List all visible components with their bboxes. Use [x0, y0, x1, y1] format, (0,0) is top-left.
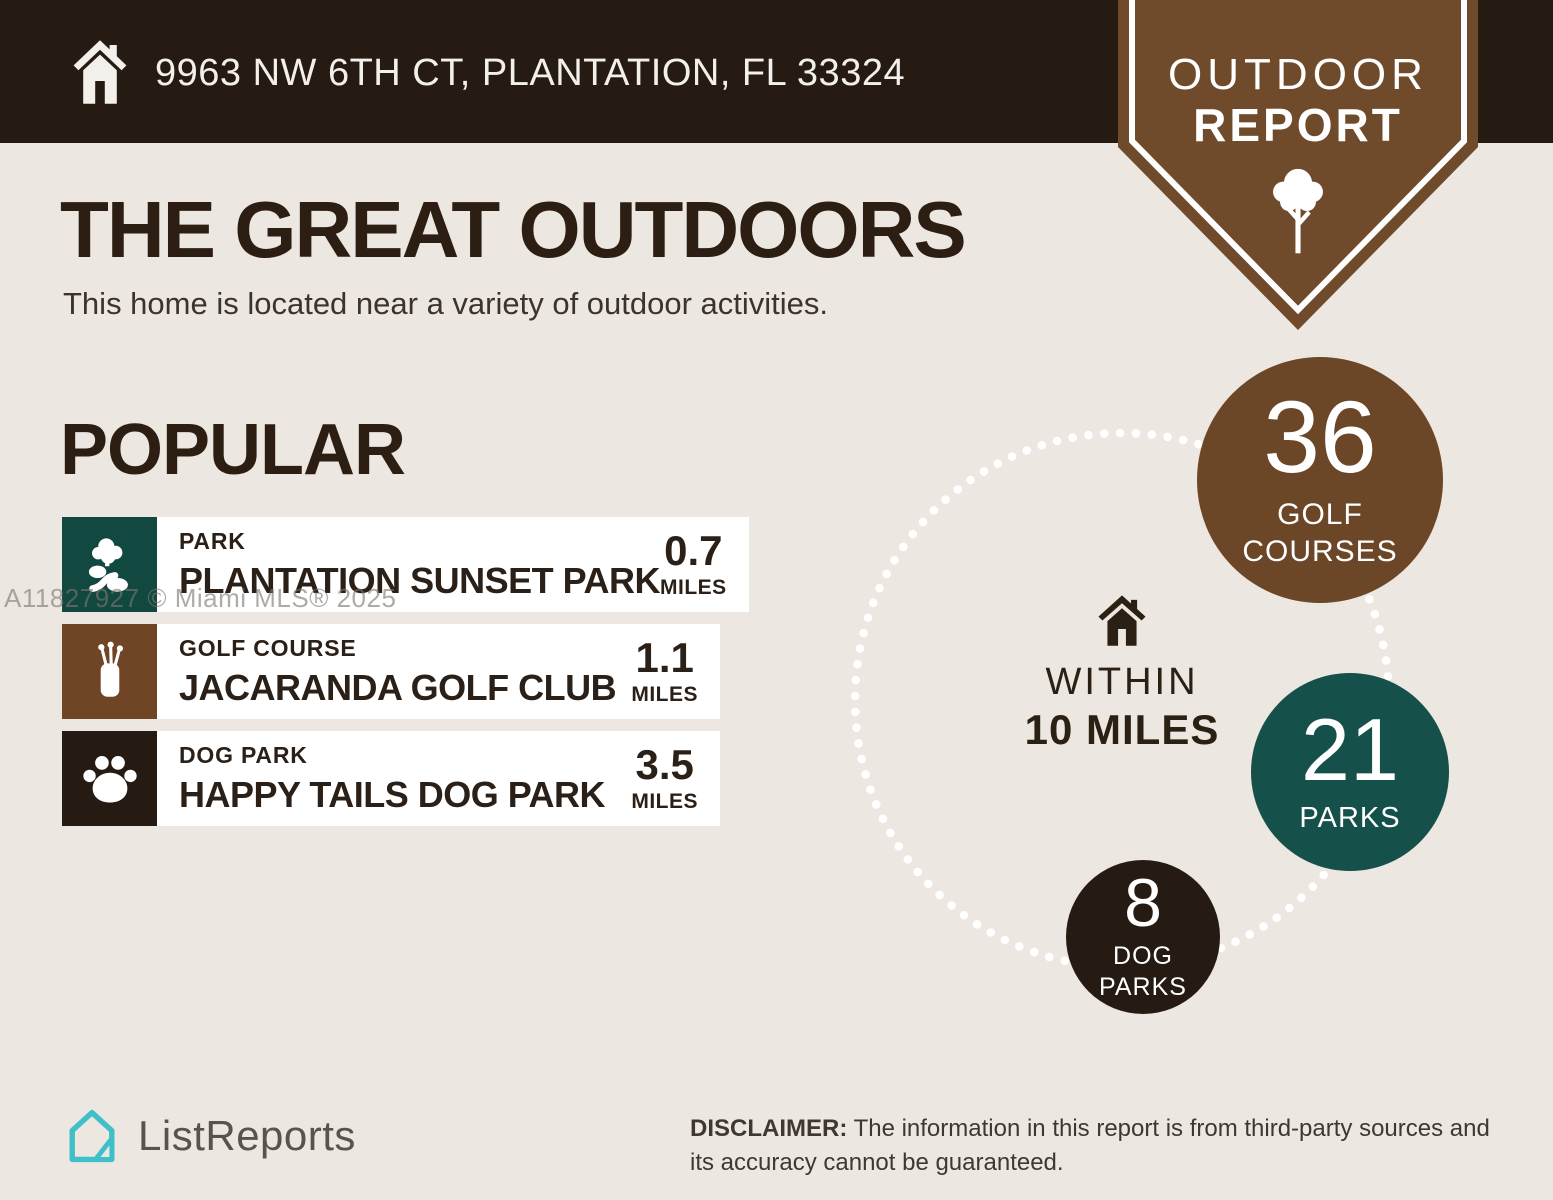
- listreports-house-icon: [69, 1109, 115, 1163]
- item-name: JACARANDA GOLF CLUB: [179, 666, 617, 708]
- mls-watermark: A11827927 © Miami MLS® 2025: [4, 583, 397, 613]
- list-item-park: PARK PLANTATION SUNSET PARK 0.7 MILES: [62, 517, 749, 612]
- stat-golf-courses: 36 GOLF COURSES: [1197, 357, 1443, 603]
- outdoor-report-badge: OUTDOOR REPORT: [1118, 0, 1478, 336]
- list-item-body: GOLF COURSE JACARANDA GOLF CLUB 1.1 MILE…: [157, 624, 720, 719]
- item-name: PLANTATION SUNSET PARK: [179, 559, 661, 601]
- radius-label: WITHIN 10 MILES: [1022, 592, 1222, 754]
- badge-title-line2: REPORT: [1193, 99, 1403, 151]
- item-category: GOLF COURSE: [179, 634, 357, 661]
- park-trees-icon: [62, 517, 157, 612]
- golf-bag-icon: [62, 624, 157, 719]
- stat-dog-parks: 8 DOG PARKS: [1066, 860, 1220, 1014]
- ribbon-shape: [1118, 0, 1478, 330]
- list-item-dogpark: DOG PARK HAPPY TAILS DOG PARK 3.5 MILES: [62, 731, 720, 826]
- radius-line2: 10 MILES: [1024, 706, 1220, 753]
- item-distance: 1.1 MILES: [631, 633, 698, 706]
- radius-line1: WITHIN: [1045, 661, 1199, 703]
- stat-label: DOG PARKS: [1099, 941, 1187, 1001]
- listreports-logo: ListReports: [62, 1106, 356, 1166]
- stat-label: GOLF COURSES: [1242, 497, 1398, 569]
- stat-parks: 21 PARKS: [1251, 673, 1449, 871]
- house-icon: [1098, 595, 1146, 646]
- badge-title-line1: OUTDOOR: [1168, 50, 1428, 99]
- item-distance: 0.7 MILES: [660, 526, 727, 599]
- home-icon: [73, 40, 127, 104]
- disclaimer-label: DISCLAIMER:: [690, 1115, 848, 1142]
- stat-value: 21: [1301, 700, 1399, 800]
- property-address: 9963 NW 6TH CT, PLANTATION, FL 33324: [155, 52, 906, 94]
- tree-icon: [1273, 168, 1323, 254]
- popular-heading: POPULAR: [60, 410, 406, 490]
- list-item-body: PARK PLANTATION SUNSET PARK 0.7 MILES: [157, 517, 749, 612]
- stat-label: PARKS: [1299, 801, 1401, 834]
- brand-name: ListReports: [138, 1112, 356, 1159]
- item-distance: 3.5 MILES: [631, 740, 698, 813]
- stat-value: 36: [1263, 380, 1377, 495]
- item-category: PARK: [179, 527, 246, 554]
- popular-list: PARK PLANTATION SUNSET PARK 0.7 MILES: [62, 517, 749, 838]
- stat-value: 8: [1124, 864, 1162, 941]
- page-subtitle: This home is located near a variety of o…: [63, 286, 829, 321]
- disclaimer-text: The information in this report is from t…: [690, 1115, 1490, 1176]
- disclaimer: DISCLAIMER: The information in this repo…: [690, 1112, 1510, 1179]
- item-category: DOG PARK: [179, 741, 308, 768]
- item-name: HAPPY TAILS DOG PARK: [179, 773, 606, 815]
- list-item-body: DOG PARK HAPPY TAILS DOG PARK 3.5 MILES: [157, 731, 720, 826]
- list-item-golf: GOLF COURSE JACARANDA GOLF CLUB 1.1 MILE…: [62, 624, 720, 719]
- paw-icon: [62, 731, 157, 826]
- page-title: THE GREAT OUTDOORS: [60, 185, 967, 274]
